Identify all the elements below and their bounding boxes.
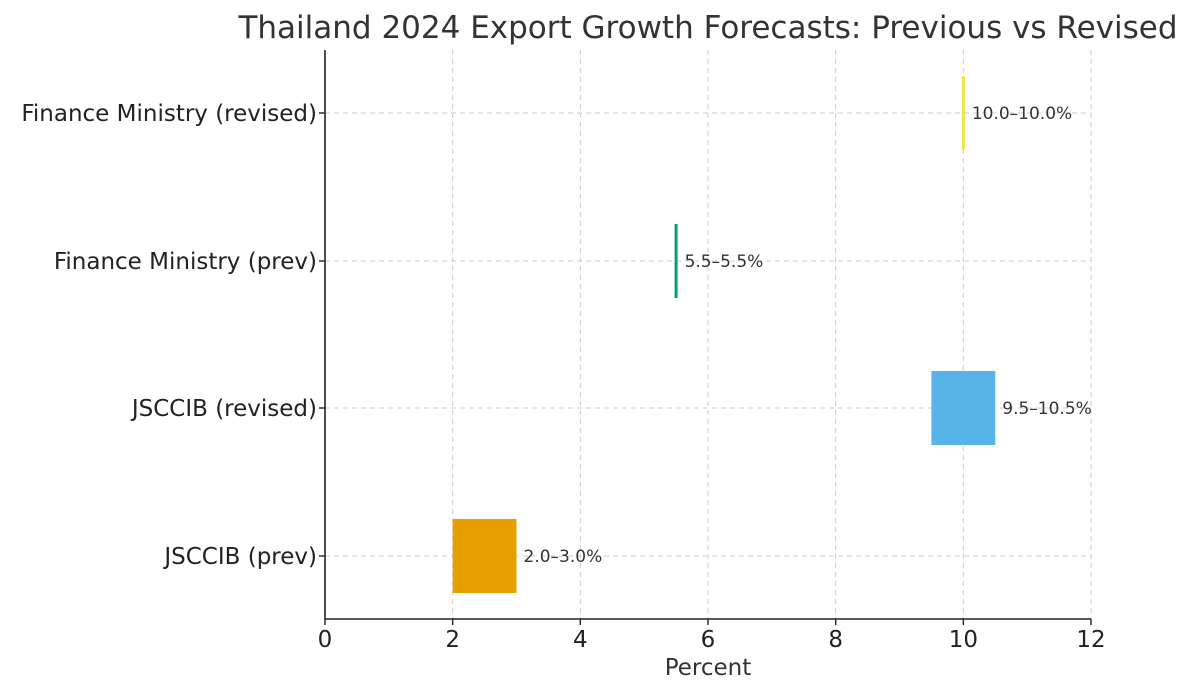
y-tick-label: Finance Ministry (revised) (21, 101, 317, 127)
y-tick-label: Finance Ministry (prev) (54, 249, 317, 275)
x-tick-label: 4 (573, 627, 588, 653)
range-data-label: 9.5–10.5% (1002, 399, 1092, 419)
range-bar (931, 371, 996, 445)
y-tick-label: JSCCIB (prev) (162, 544, 317, 570)
grid-layer (325, 50, 1092, 619)
range-data-label: 10.0–10.0% (972, 104, 1072, 124)
range-data-label: 2.0–3.0% (524, 547, 603, 567)
y-tick-label: JSCCIB (revised) (130, 396, 317, 422)
chart-title: Thailand 2024 Export Growth Forecasts: P… (237, 10, 1177, 46)
range-data-label: 5.5–5.5% (685, 252, 764, 272)
bars-layer: 2.0–3.0% 9.5–10.5% 5.5–5.5% 10.0–10.0% (452, 76, 1092, 593)
x-tick-label: 10 (949, 627, 978, 653)
x-tick-label: 0 (318, 627, 333, 653)
x-tick-label: 12 (1076, 627, 1105, 653)
x-axis-label: Percent (665, 655, 752, 681)
x-tick-label: 2 (445, 627, 460, 653)
x-tick-label: 6 (701, 627, 716, 653)
range-bar (674, 224, 678, 298)
range-bar (452, 519, 517, 593)
axes-layer: 0 2 4 6 8 10 12 JSCCIB (prev) JSCCIB (revised) Fi… (21, 50, 1106, 653)
x-tick-label: 8 (828, 627, 843, 653)
range-bar (961, 76, 965, 150)
